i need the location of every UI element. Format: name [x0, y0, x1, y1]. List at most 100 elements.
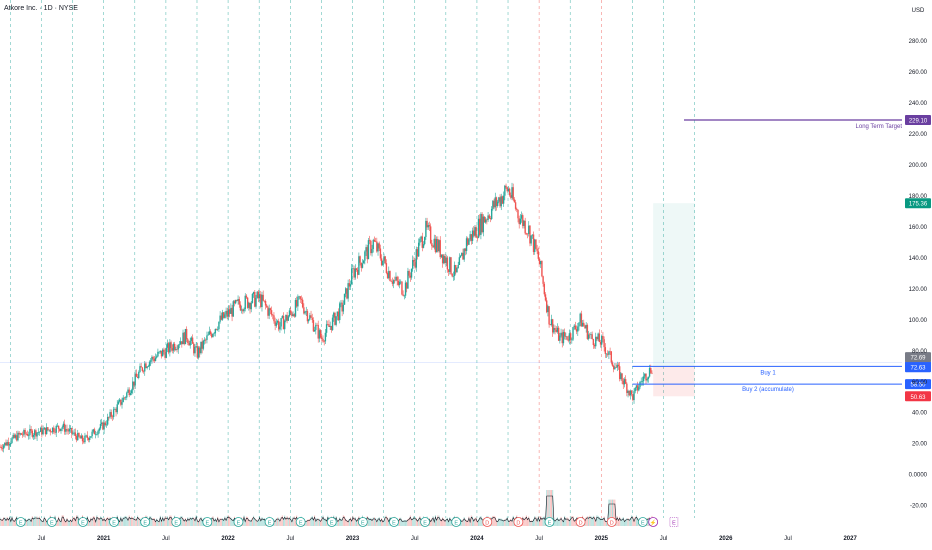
candle-body — [634, 387, 636, 392]
volume-bar — [635, 515, 637, 526]
candle-body — [201, 341, 203, 349]
volume-bar — [135, 518, 137, 526]
candle-body — [476, 237, 479, 239]
candle-body — [618, 366, 621, 379]
volume-bar — [218, 521, 220, 526]
candle-body — [507, 188, 510, 192]
volume-bar — [287, 517, 289, 526]
volume-bar — [188, 519, 190, 526]
candle-body — [419, 238, 421, 243]
candle-body — [561, 332, 563, 344]
candle-body — [536, 248, 538, 252]
volume-bar — [71, 520, 73, 526]
volume-bar — [15, 518, 17, 526]
x-tick-label: Jul — [162, 536, 170, 542]
candle-body — [106, 417, 109, 425]
candle-body — [638, 387, 640, 391]
volume-bar — [318, 518, 320, 526]
volume-bar — [157, 520, 159, 526]
candle-body — [173, 343, 176, 350]
candle-body — [425, 220, 427, 238]
event-marker — [389, 517, 399, 527]
volume-bar — [5, 519, 7, 526]
candle-body — [327, 324, 329, 325]
volume-bar — [357, 518, 359, 526]
position-badge — [905, 198, 931, 209]
volume-bar — [6, 516, 8, 526]
candle-body — [166, 343, 169, 348]
volume-bar — [554, 520, 556, 526]
candle-body — [32, 434, 35, 437]
x-tick-label: 2023 — [346, 536, 360, 542]
candle-body — [356, 269, 359, 275]
candle-body — [646, 379, 648, 381]
candle-body — [534, 239, 536, 252]
candle-body — [328, 324, 330, 327]
candle-body — [197, 347, 200, 358]
volume-bar — [608, 499, 610, 526]
candle-body — [406, 282, 408, 289]
y-tick-label: 260.00 — [909, 70, 928, 76]
y-tick-label: 220.00 — [909, 132, 928, 138]
candle-body — [0, 446, 2, 449]
candle-body — [456, 268, 458, 273]
candle-body — [382, 260, 384, 266]
candle-body — [45, 427, 48, 435]
candle-body — [213, 333, 215, 334]
candle-body — [475, 227, 477, 238]
volume-bar — [315, 520, 317, 526]
candle-body — [459, 255, 462, 258]
volume-bar — [64, 519, 66, 526]
candle-body — [322, 338, 324, 342]
candle-body — [330, 325, 333, 331]
candle-body — [647, 376, 650, 380]
volume-bar — [524, 517, 526, 526]
candle-body — [61, 427, 63, 429]
candle-body — [39, 427, 42, 432]
candle-body — [212, 333, 214, 338]
candle-body — [501, 196, 504, 204]
volume-bar — [433, 521, 435, 526]
candle-body — [145, 363, 147, 369]
candle-body — [77, 432, 79, 441]
candle-body — [252, 291, 255, 294]
candle-body — [22, 434, 24, 436]
volume-bar — [10, 520, 12, 526]
candle-body — [104, 422, 106, 426]
candle-body — [225, 310, 227, 315]
candle-body — [19, 433, 22, 435]
candle-body — [156, 356, 158, 358]
event-marker-text: D — [610, 521, 614, 527]
candle-body — [523, 220, 525, 226]
candle-body — [492, 200, 494, 209]
candle-body — [285, 314, 287, 321]
candle-body — [397, 280, 400, 285]
candle-body — [502, 195, 505, 204]
candle-body — [367, 240, 370, 260]
volume-bar — [437, 515, 439, 526]
candle-body — [648, 367, 651, 377]
volume-bar — [44, 518, 46, 526]
candle-body — [329, 325, 331, 327]
candle-body — [324, 332, 327, 342]
candle-body — [391, 281, 394, 284]
candle-body — [593, 345, 596, 347]
candle-body — [132, 381, 134, 391]
x-tick-label: 2025 — [595, 536, 609, 542]
volume-bar — [602, 518, 604, 526]
volume-bar — [446, 517, 448, 526]
volume-bar — [134, 518, 136, 526]
volume-bar — [99, 516, 101, 526]
volume-bar — [275, 518, 277, 526]
candle-body — [553, 328, 555, 333]
candle-body — [258, 294, 261, 299]
candle-body — [611, 362, 614, 366]
volume-bar — [182, 517, 184, 526]
candle-body — [239, 304, 242, 311]
candle-body — [217, 329, 219, 330]
volume-bar — [504, 519, 506, 526]
candle-body — [310, 315, 312, 318]
candle-body — [512, 187, 514, 200]
volume-bar — [32, 517, 34, 526]
